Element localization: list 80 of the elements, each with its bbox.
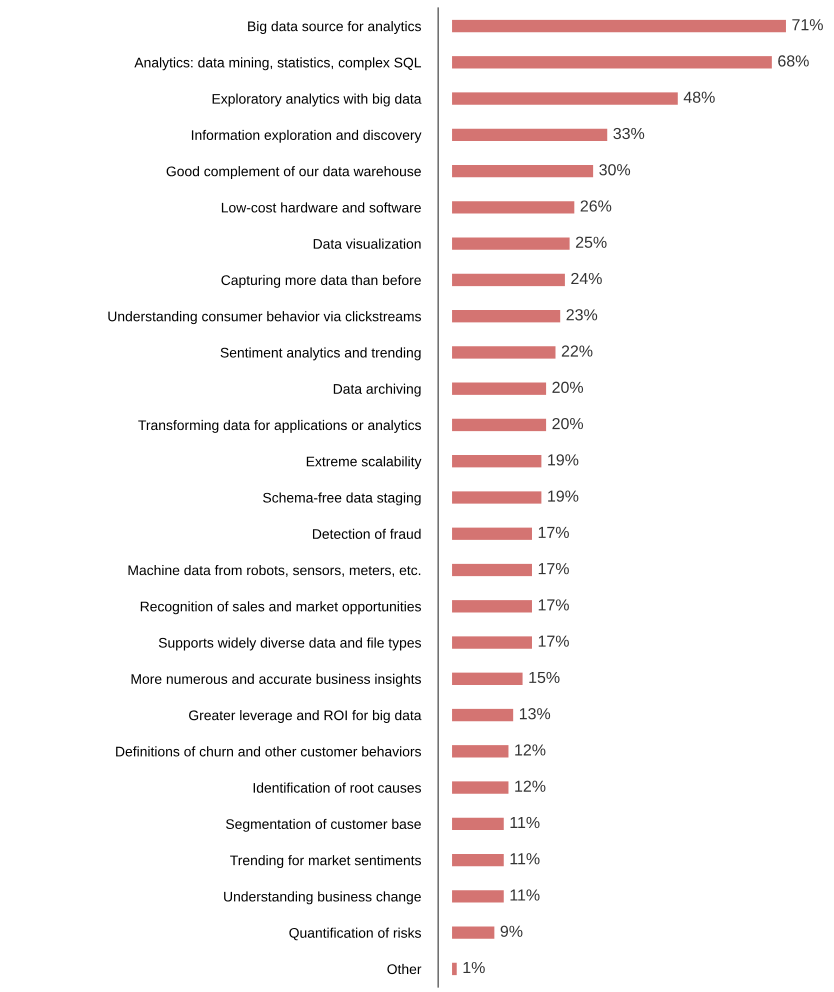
data-label: 13% (520, 708, 550, 720)
data-label: 20% (552, 382, 584, 393)
y-tick-label: Definitions of churn and other customer behaviors (116, 746, 421, 756)
y-tick-label: Identification of root causes (254, 782, 421, 793)
data-label: 24% (571, 272, 602, 284)
bar (452, 455, 542, 468)
y-tick-label: Big data source for analytics (248, 21, 421, 34)
bar (452, 56, 772, 68)
data-label: 11% (510, 889, 540, 901)
data-label: 17% (538, 526, 569, 538)
y-tick-label: Data visualization (314, 238, 421, 249)
bar (452, 528, 532, 540)
bar (452, 128, 608, 142)
bar (452, 201, 574, 214)
y-tick-label: Low-cost hardware and software (222, 202, 421, 213)
data-label: 15% (529, 672, 560, 684)
y-tick-label: Analytics: data mining, statistics, complex SQL (134, 57, 422, 70)
bar (452, 92, 678, 105)
bar (452, 274, 565, 286)
bar (452, 564, 532, 576)
bar (452, 890, 504, 903)
data-label: 12% (515, 744, 546, 756)
y-tick-label: Extreme scalability (306, 456, 422, 470)
data-label: 71% (792, 19, 823, 30)
bar (452, 237, 570, 250)
bar (452, 346, 556, 359)
y-tick-label: Machine data from robots, sensors, meters, etc. (128, 564, 420, 577)
data-label: 9% (500, 926, 522, 937)
data-label: 26% (580, 200, 612, 212)
y-tick-label: Data archiving (334, 384, 421, 397)
y-tick-label: Supports widely diverse data and file types (158, 638, 421, 650)
bar (452, 745, 508, 758)
data-label: 22% (562, 345, 592, 357)
bar (452, 310, 560, 322)
y-tick-label: Sentiment analytics and trending (220, 347, 421, 360)
bar (452, 20, 786, 32)
y-tick-label: Quantification of risks (289, 928, 421, 940)
y-tick-label: Greater leverage and ROI for big data (189, 710, 422, 723)
bar (452, 491, 542, 504)
data-label: 68% (778, 55, 809, 67)
y-tick-label: Exploratory analytics with big data (212, 94, 422, 107)
bar (452, 926, 494, 939)
data-label: 1% (464, 962, 485, 974)
y-tick-label: Detection of fraud (312, 528, 421, 539)
data-label: 48% (684, 92, 715, 103)
bar (452, 708, 514, 722)
data-label: 23% (566, 309, 598, 320)
data-label: 20% (552, 418, 584, 430)
data-label: 33% (613, 128, 644, 140)
y-tick-label: Good complement of our data warehouse (166, 166, 421, 180)
y-tick-label: Recognition of sales and market opportunities (140, 601, 421, 614)
data-label: 17% (538, 636, 569, 647)
bar (452, 418, 546, 432)
data-label: 17% (538, 599, 569, 610)
data-label: 11% (510, 853, 540, 864)
bar (452, 382, 546, 395)
y-tick-label: More numerous and accurate business insights (132, 674, 421, 687)
y-tick-label: Information exploration and discovery (192, 130, 422, 143)
bar (452, 818, 504, 830)
bar (452, 636, 532, 649)
y-tick-label: Understanding business change (224, 891, 421, 904)
bar (452, 164, 594, 178)
bar (452, 600, 532, 612)
data-label: 17% (538, 563, 569, 574)
y-tick-label: Understanding consumer behavior via clickstreams (108, 311, 421, 324)
data-label: 19% (548, 454, 578, 466)
y-tick-label: Capturing more data than before (221, 274, 421, 288)
bar (452, 781, 508, 794)
y-tick-label: Schema-free data staging (263, 492, 421, 506)
y-tick-label: Trending for market sentiments (230, 855, 421, 868)
data-label: 12% (515, 780, 546, 792)
y-tick-label: Transforming data for applications or analytics (138, 420, 421, 433)
data-label: 30% (599, 164, 630, 176)
bar (452, 854, 504, 866)
y-tick-label: Other (387, 964, 422, 974)
y-tick-label: Segmentation of customer base (226, 818, 421, 832)
data-label: 11% (510, 816, 540, 828)
bar (452, 672, 523, 685)
data-label: 19% (548, 490, 578, 502)
data-label: 25% (576, 236, 607, 248)
